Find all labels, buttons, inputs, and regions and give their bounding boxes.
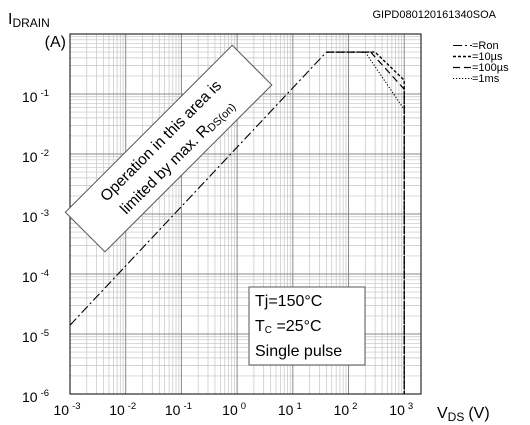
x-axis-title-sub: DS [448, 410, 465, 424]
x-tick-base: 10 [389, 402, 405, 418]
y-tick-exp: -3 [41, 208, 49, 219]
y-tick-base: 10 [22, 389, 38, 405]
x-tick-exp: 3 [408, 401, 413, 412]
x-axis-unit: (V) [468, 405, 489, 422]
x-tick-label: 10 0 [222, 401, 246, 418]
x-tick-base: 10 [165, 402, 181, 418]
y-axis-title-main: I [8, 11, 12, 28]
y-tick-label: 10 -4 [22, 268, 49, 285]
x-tick-base: 10 [53, 402, 69, 418]
x-tick-exp: -1 [183, 401, 191, 412]
y-tick-base: 10 [22, 269, 38, 285]
y-axis-title: IDRAIN [8, 11, 50, 30]
conditions-box: Tj=150°C TC =25°C Single pulse [248, 286, 366, 366]
x-tick-base: 10 [278, 402, 294, 418]
x-tick-label: 10 -2 [109, 401, 136, 418]
y-tick-exp: -5 [41, 328, 49, 339]
y-tick-label: 10 -3 [22, 208, 49, 225]
x-tick-label: 10 3 [389, 401, 413, 418]
y-axis-unit: (A) [45, 34, 66, 51]
y-tick-label: 10 -1 [22, 88, 49, 105]
y-tick-label: 10 -5 [22, 328, 49, 345]
y-tick-labels: 10-110-210-310-410-510-6 [22, 88, 49, 405]
x-tick-label: 10 2 [334, 401, 358, 418]
condition-tc-sub: C [265, 325, 272, 336]
chart-code: GIPD080120161340SOA [372, 9, 496, 21]
y-tick-exp: -1 [41, 88, 49, 99]
conditions-box-frame [248, 286, 366, 366]
condition-tj: Tj=150°C [255, 293, 322, 310]
x-tick-labels: 10 -3 10 -2 10 -1 10 0 10 1 10 2 10 3 [53, 401, 413, 418]
x-axis-title-main: V [437, 405, 448, 422]
x-tick-exp: 0 [241, 401, 246, 412]
legend-label: =10µs [472, 51, 503, 63]
series-layer [69, 51, 405, 394]
x-tick-exp: 1 [296, 401, 301, 412]
condition-pulse: Single pulse [255, 343, 342, 360]
condition-tc-main: T [255, 318, 265, 335]
y-tick-exp: -6 [41, 388, 49, 399]
y-tick-label: 10 -6 [22, 388, 49, 405]
condition-tc: TC =25°C [255, 318, 322, 336]
x-tick-base: 10 [222, 402, 238, 418]
series-line-1 [69, 51, 327, 326]
y-tick-label: 10 -2 [22, 148, 49, 165]
y-axis-title-sub: DRAIN [12, 16, 49, 30]
y-tick-base: 10 [22, 149, 38, 165]
y-tick-exp: -2 [41, 148, 49, 159]
x-tick-label: 10 1 [278, 401, 302, 418]
y-tick-base: 10 [22, 329, 38, 345]
x-tick-base: 10 [109, 402, 125, 418]
x-axis-title: VDS (V) [437, 405, 490, 424]
x-tick-exp: 2 [352, 401, 357, 412]
x-tick-base: 10 [334, 402, 350, 418]
x-tick-exp: -3 [72, 401, 80, 412]
region-annotation-box [64, 44, 273, 253]
x-tick-exp: -2 [128, 401, 136, 412]
y-tick-base: 10 [22, 89, 38, 105]
legend-label: =1ms [472, 73, 500, 85]
condition-tc-rest: =25°C [272, 318, 322, 335]
y-tick-exp: -4 [41, 268, 49, 279]
x-tick-label: 10 -3 [53, 401, 80, 418]
y-tick-base: 10 [22, 209, 38, 225]
legend-label: =Ron [472, 40, 499, 52]
legend-label: =100µs [472, 62, 509, 74]
legend: =Ron=10µs=100µs=1ms [453, 40, 509, 85]
x-tick-label: 10 -1 [165, 401, 192, 418]
